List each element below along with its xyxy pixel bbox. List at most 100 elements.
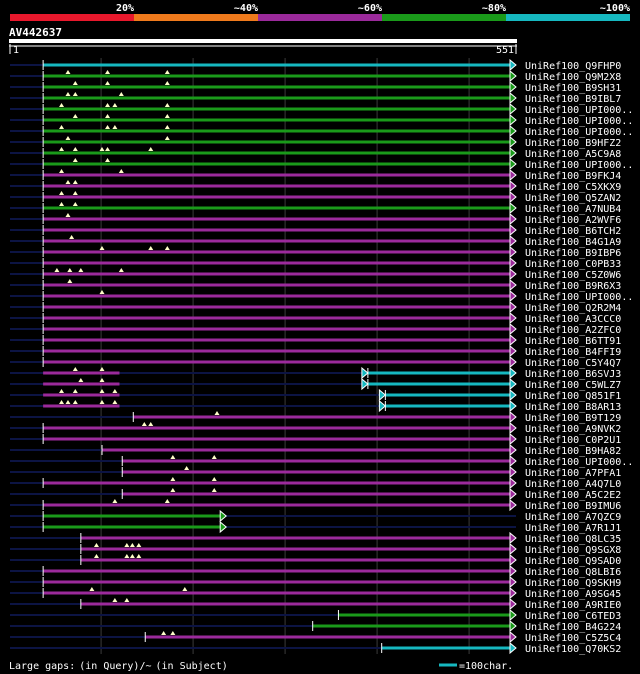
hit-row[interactable]: UniRef100_UPI000.. bbox=[10, 157, 633, 171]
hit-row[interactable]: UniRef100_B9R6X3 bbox=[10, 278, 621, 292]
hit-label[interactable]: UniRef100_UPI000.. bbox=[525, 160, 633, 171]
hit-row[interactable]: UniRef100_A2ZFC0 bbox=[10, 322, 621, 336]
hit-row[interactable]: UniRef100_Q9M2X8 bbox=[10, 69, 621, 83]
hit-label[interactable]: UniRef100_B9HFZ2 bbox=[525, 138, 621, 149]
hit-label[interactable]: UniRef100_Q8LC35 bbox=[525, 534, 621, 545]
hit-row[interactable]: UniRef100_B6TCH2 bbox=[10, 223, 621, 237]
hit-row[interactable]: UniRef100_B9HA82 bbox=[10, 443, 621, 457]
hit-label[interactable]: UniRef100_C0P2U1 bbox=[525, 435, 621, 446]
hit-label[interactable]: UniRef100_C5Z5C4 bbox=[525, 633, 621, 644]
hit-row[interactable]: UniRef100_B9T129 bbox=[10, 410, 621, 424]
hit-row[interactable]: UniRef100_B9HFZ2 bbox=[10, 135, 621, 149]
hit-row[interactable]: UniRef100_Q9SAD0 bbox=[10, 553, 621, 567]
hit-label[interactable]: UniRef100_B4FFI9 bbox=[525, 347, 621, 358]
hit-label[interactable]: UniRef100_A9NVK2 bbox=[525, 424, 621, 435]
hit-row[interactable]: UniRef100_C5Y4Q7 bbox=[10, 355, 621, 369]
hit-row[interactable]: UniRef100_A9SG45 bbox=[10, 586, 621, 600]
hit-row[interactable]: UniRef100_UPI000.. bbox=[10, 113, 633, 127]
hit-row[interactable]: UniRef100_C0P2U1 bbox=[10, 432, 621, 446]
hit-label[interactable]: UniRef100_Q9M2X8 bbox=[525, 72, 621, 83]
hit-label[interactable]: UniRef100_A4Q7L0 bbox=[525, 479, 621, 490]
hit-row[interactable]: UniRef100_UPI000.. bbox=[10, 289, 633, 303]
hit-row[interactable]: UniRef100_C6TED3 bbox=[10, 608, 621, 622]
hit-label[interactable]: UniRef100_C5XKX9 bbox=[525, 182, 621, 193]
hit-label[interactable]: UniRef100_B9IMU6 bbox=[525, 501, 621, 512]
hit-row[interactable]: UniRef100_B6SVJ3 bbox=[10, 366, 621, 380]
hit-label[interactable]: UniRef100_A3CCC0 bbox=[525, 314, 621, 325]
hit-row[interactable]: UniRef100_B9IBL7 bbox=[10, 91, 621, 105]
hit-label[interactable]: UniRef100_B8AR13 bbox=[525, 402, 621, 413]
hit-row[interactable]: UniRef100_B4G224 bbox=[10, 619, 621, 633]
hit-row[interactable]: UniRef100_Q9SKH9 bbox=[10, 575, 621, 589]
hit-row[interactable]: UniRef100_A7QZC9 bbox=[10, 509, 621, 523]
hit-row[interactable]: UniRef100_Q8LC35 bbox=[10, 531, 621, 545]
hit-label[interactable]: UniRef100_C5WLZ7 bbox=[525, 380, 621, 391]
hit-label[interactable]: UniRef100_B9IBP6 bbox=[525, 248, 621, 259]
hit-row[interactable]: UniRef100_C5XKX9 bbox=[10, 179, 621, 193]
hit-row[interactable]: UniRef100_B9SH31 bbox=[10, 80, 621, 94]
hit-label[interactable]: UniRef100_UPI000.. bbox=[525, 127, 633, 138]
hit-label[interactable]: UniRef100_B4G1A9 bbox=[525, 237, 621, 248]
hit-row[interactable]: UniRef100_A5C2E2 bbox=[10, 487, 621, 501]
hit-label[interactable]: UniRef100_Q851F1 bbox=[525, 391, 621, 402]
hit-row[interactable]: UniRef100_B4FFI9 bbox=[10, 344, 621, 358]
hit-row[interactable]: UniRef100_C5Z5C4 bbox=[10, 630, 621, 644]
hit-row[interactable]: UniRef100_A7R1J1 bbox=[10, 520, 621, 534]
hit-label[interactable]: UniRef100_UPI000.. bbox=[525, 292, 633, 303]
hit-row[interactable]: UniRef100_A5C9A8 bbox=[10, 146, 621, 160]
hit-row[interactable]: UniRef100_UPI000.. bbox=[10, 454, 633, 468]
hit-label[interactable]: UniRef100_C5Z0W6 bbox=[525, 270, 621, 281]
hit-row[interactable]: UniRef100_A9RIE0 bbox=[10, 597, 621, 611]
hit-label[interactable]: UniRef100_B6TT91 bbox=[525, 336, 621, 347]
hit-row[interactable]: UniRef100_C5WLZ7 bbox=[10, 377, 621, 391]
hit-row[interactable]: UniRef100_Q9SGX8 bbox=[10, 542, 621, 556]
hit-row[interactable]: UniRef100_A7NUB4 bbox=[10, 201, 621, 215]
hit-label[interactable]: UniRef100_UPI000.. bbox=[525, 457, 633, 468]
hit-label[interactable]: UniRef100_Q8LBI6 bbox=[525, 567, 621, 578]
hit-label[interactable]: UniRef100_A9RIE0 bbox=[525, 600, 621, 611]
hit-row[interactable]: UniRef100_B9IMU6 bbox=[10, 498, 621, 512]
hit-label[interactable]: UniRef100_C5Y4Q7 bbox=[525, 358, 621, 369]
hit-row[interactable]: UniRef100_B9FKJ4 bbox=[10, 168, 621, 182]
hit-row[interactable]: UniRef100_Q70KS2 bbox=[10, 641, 621, 655]
hit-row[interactable]: UniRef100_A7PFA1 bbox=[10, 465, 621, 479]
hit-label[interactable]: UniRef100_A7R1J1 bbox=[525, 523, 621, 534]
hit-label[interactable]: UniRef100_A2ZFC0 bbox=[525, 325, 621, 336]
hit-label[interactable]: UniRef100_Q2R2M4 bbox=[525, 303, 621, 314]
hit-row[interactable]: UniRef100_B9IBP6 bbox=[10, 245, 621, 259]
hit-label[interactable]: UniRef100_C6TED3 bbox=[525, 611, 621, 622]
hit-label[interactable]: UniRef100_UPI000.. bbox=[525, 105, 633, 116]
hit-row[interactable]: UniRef100_A4Q7L0 bbox=[10, 476, 621, 490]
hit-label[interactable]: UniRef100_B4G224 bbox=[525, 622, 621, 633]
hit-label[interactable]: UniRef100_A5C2E2 bbox=[525, 490, 621, 501]
hit-label[interactable]: UniRef100_Q9SAD0 bbox=[525, 556, 621, 567]
hit-label[interactable]: UniRef100_C0PB33 bbox=[525, 259, 621, 270]
hit-row[interactable]: UniRef100_Q8LBI6 bbox=[10, 564, 621, 578]
hit-label[interactable]: UniRef100_Q9FHP0 bbox=[525, 61, 621, 72]
hit-label[interactable]: UniRef100_A7PFA1 bbox=[525, 468, 621, 479]
hit-label[interactable]: UniRef100_B9FKJ4 bbox=[525, 171, 621, 182]
hit-row[interactable]: UniRef100_Q5ZAN2 bbox=[10, 190, 621, 204]
hit-row[interactable]: UniRef100_UPI000.. bbox=[10, 102, 633, 116]
hit-label[interactable]: UniRef100_A7QZC9 bbox=[525, 512, 621, 523]
hit-row[interactable]: UniRef100_A9NVK2 bbox=[10, 421, 621, 435]
hit-row[interactable]: UniRef100_A3CCC0 bbox=[10, 311, 621, 325]
hit-row[interactable]: UniRef100_B6TT91 bbox=[10, 333, 621, 347]
hit-row[interactable]: UniRef100_C0PB33 bbox=[10, 256, 621, 270]
hit-label[interactable]: UniRef100_Q9SKH9 bbox=[525, 578, 621, 589]
hit-row[interactable]: UniRef100_B8AR13 bbox=[10, 399, 621, 413]
hit-label[interactable]: UniRef100_B6TCH2 bbox=[525, 226, 621, 237]
hit-label[interactable]: UniRef100_B9R6X3 bbox=[525, 281, 621, 292]
hit-row[interactable]: UniRef100_A2WVF6 bbox=[10, 212, 621, 226]
hit-label[interactable]: UniRef100_Q5ZAN2 bbox=[525, 193, 621, 204]
hit-label[interactable]: UniRef100_Q9SGX8 bbox=[525, 545, 621, 556]
hit-row[interactable]: UniRef100_UPI000.. bbox=[10, 124, 633, 138]
hit-label[interactable]: UniRef100_Q70KS2 bbox=[525, 644, 621, 655]
hit-label[interactable]: UniRef100_A9SG45 bbox=[525, 589, 621, 600]
hit-label[interactable]: UniRef100_UPI000.. bbox=[525, 116, 633, 127]
hit-row[interactable]: UniRef100_Q9FHP0 bbox=[10, 58, 621, 72]
hit-row[interactable]: UniRef100_Q2R2M4 bbox=[10, 300, 621, 314]
hit-row[interactable]: UniRef100_B4G1A9 bbox=[10, 234, 621, 248]
hit-row[interactable]: UniRef100_C5Z0W6 bbox=[10, 267, 621, 281]
hit-label[interactable]: UniRef100_A5C9A8 bbox=[525, 149, 621, 160]
